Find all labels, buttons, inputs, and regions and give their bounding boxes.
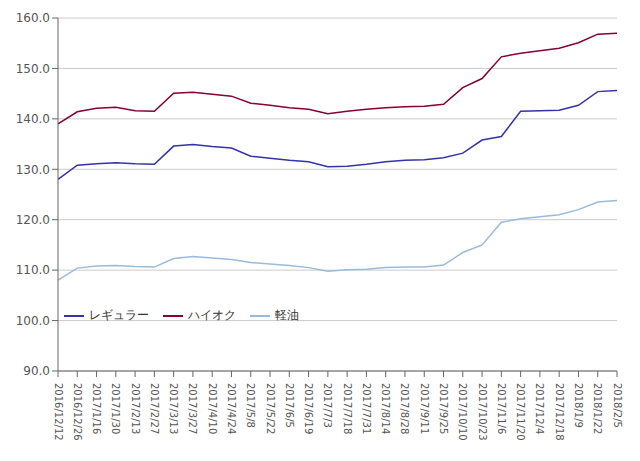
svg-text:2017/3/13: 2017/3/13 <box>168 383 179 434</box>
svg-text:2017/1/30: 2017/1/30 <box>110 383 121 434</box>
svg-text:2016/12/26: 2016/12/26 <box>72 383 83 441</box>
svg-text:110.0: 110.0 <box>16 263 50 277</box>
svg-text:2018/1/9: 2018/1/9 <box>573 383 584 428</box>
svg-text:2016/12/12: 2016/12/12 <box>53 383 64 441</box>
svg-text:100.0: 100.0 <box>16 314 50 328</box>
svg-text:130.0: 130.0 <box>16 163 50 177</box>
svg-text:2017/4/10: 2017/4/10 <box>207 383 218 434</box>
html-text:ハイオク: ハイオク <box>187 308 236 323</box>
svg-text:2017/7/18: 2017/7/18 <box>342 383 353 434</box>
svg-text:2017/10/10: 2017/10/10 <box>457 383 468 441</box>
svg-text:2017/10/23: 2017/10/23 <box>477 383 488 441</box>
svg-text:2017/9/25: 2017/9/25 <box>438 383 449 434</box>
svg-text:2017/2/27: 2017/2/27 <box>149 383 160 434</box>
svg-text:160.0: 160.0 <box>16 11 50 25</box>
svg-text:120.0: 120.0 <box>16 213 50 227</box>
svg-text:2018/1/22: 2018/1/22 <box>592 383 603 434</box>
svg-text:2017/6/19: 2017/6/19 <box>303 383 314 434</box>
svg-text:2017/8/14: 2017/8/14 <box>380 383 391 434</box>
svg-text:2017/9/11: 2017/9/11 <box>419 383 430 434</box>
svg-text:2017/11/6: 2017/11/6 <box>496 383 507 434</box>
svg-text:2017/6/5: 2017/6/5 <box>284 383 295 428</box>
svg-text:2017/7/31: 2017/7/31 <box>361 383 372 434</box>
svg-text:2017/3/27: 2017/3/27 <box>187 383 198 434</box>
svg-text:2017/11/20: 2017/11/20 <box>515 383 526 441</box>
svg-text:2017/8/28: 2017/8/28 <box>399 383 410 434</box>
svg-text:140.0: 140.0 <box>16 112 50 126</box>
svg-text:2017/1/16: 2017/1/16 <box>91 383 102 434</box>
html-text:レギュラー: レギュラー <box>88 308 149 323</box>
svg-text:2017/5/22: 2017/5/22 <box>265 383 276 434</box>
svg-text:2017/7/3: 2017/7/3 <box>322 383 333 428</box>
svg-text:150.0: 150.0 <box>16 62 50 76</box>
svg-text:2017/5/8: 2017/5/8 <box>245 383 256 428</box>
svg-text:2017/12/4: 2017/12/4 <box>534 383 545 434</box>
svg-text:2017/2/13: 2017/2/13 <box>130 383 141 434</box>
svg-text:2017/12/18: 2017/12/18 <box>554 383 565 441</box>
svg-text:2017/4/24: 2017/4/24 <box>226 383 237 434</box>
svg-text:90.0: 90.0 <box>23 364 50 378</box>
svg-text:2018/2/5: 2018/2/5 <box>612 383 623 428</box>
html-text:軽油: 軽油 <box>274 308 299 323</box>
